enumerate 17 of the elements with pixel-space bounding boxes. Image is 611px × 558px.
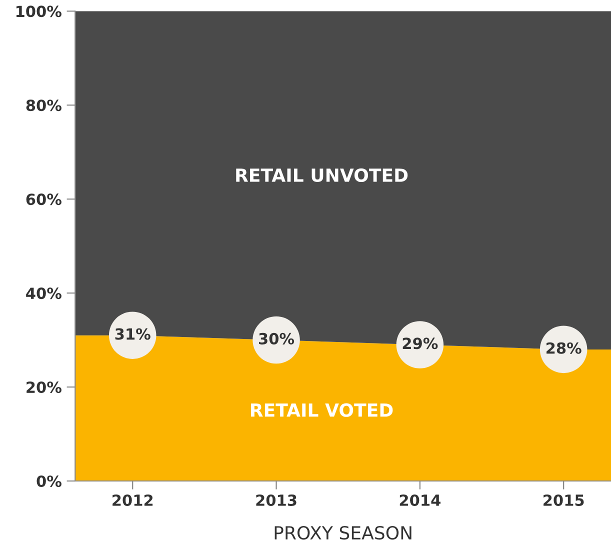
x-axis-title: PROXY SEASON bbox=[274, 526, 412, 540]
y-tick-label: 60% bbox=[26, 194, 62, 206]
data-label: 30% bbox=[259, 332, 294, 344]
y-tick-label: 100% bbox=[16, 6, 62, 18]
y-tick-label: 20% bbox=[26, 381, 62, 394]
x-tick-label: 2015 bbox=[544, 494, 584, 506]
y-tick-label: 80% bbox=[26, 100, 62, 112]
data-label: 29% bbox=[402, 338, 438, 350]
x-tick-label: 2012 bbox=[112, 494, 153, 506]
x-tick-label: 2013 bbox=[256, 494, 296, 506]
x-tick-label: 2014 bbox=[400, 494, 440, 506]
series-label: RETAIL UNVOTED bbox=[236, 168, 408, 182]
data-label: 28% bbox=[546, 342, 582, 354]
data-label: 31% bbox=[115, 328, 150, 340]
y-tick-label: 0% bbox=[36, 475, 62, 488]
series-label: RETAIL VOTED bbox=[251, 403, 393, 417]
y-tick-label: 40% bbox=[26, 288, 62, 300]
